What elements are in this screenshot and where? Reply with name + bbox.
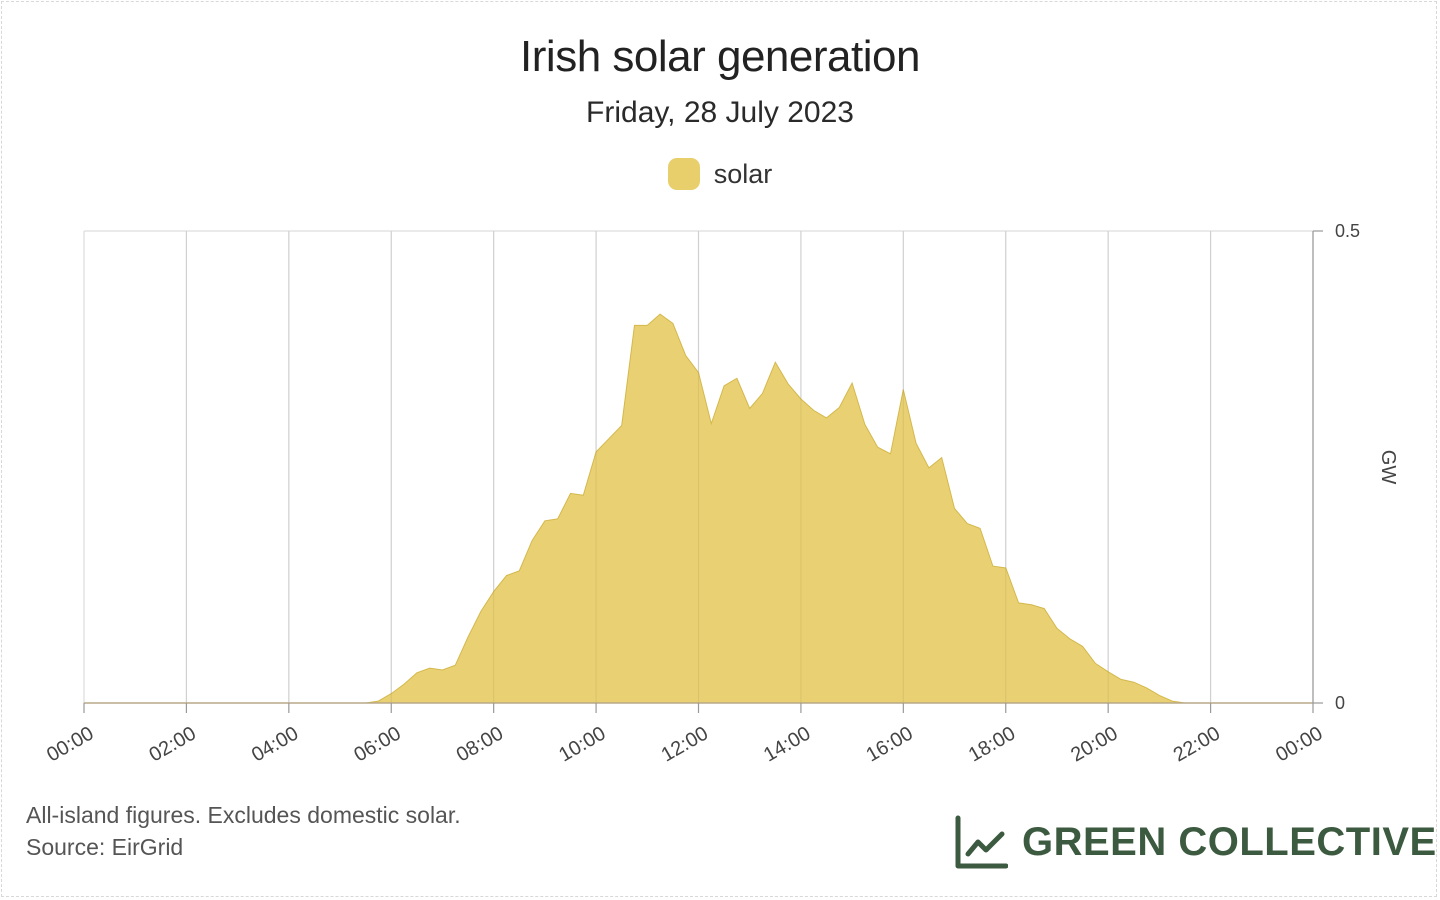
chart-subtitle: Friday, 28 July 2023	[586, 96, 854, 129]
y-tick-label: 0	[1335, 693, 1345, 713]
x-tick-label: 02:00	[146, 722, 200, 766]
legend-swatch-solar	[667, 158, 700, 190]
x-tick-label: 08:00	[453, 722, 507, 766]
line-chart-icon	[955, 815, 1008, 869]
x-tick-label: 14:00	[760, 722, 814, 766]
x-tick-label: 12:00	[658, 722, 712, 766]
x-tick-label: 16:00	[862, 722, 916, 766]
brand-logo: GREEN COLLECTIVE	[952, 812, 1437, 872]
chart-title: Irish solar generation	[520, 32, 920, 81]
y-tick-label: 0.5	[1335, 221, 1360, 241]
x-tick-label: 00:00	[43, 722, 97, 766]
x-tick-label: 04:00	[248, 722, 302, 766]
x-tick-label: 18:00	[965, 722, 1019, 766]
x-tick-label: 22:00	[1170, 722, 1224, 766]
footnote: All-island figures. Excludes domestic so…	[26, 802, 461, 828]
y-axis-label: GW	[1377, 450, 1399, 485]
legend: solar	[0, 156, 1440, 192]
x-tick-label: 00:00	[1272, 722, 1326, 766]
source-note: Source: EirGrid	[26, 834, 184, 860]
brand-name: GREEN COLLECTIVE	[1022, 819, 1437, 864]
x-tick-label: 06:00	[350, 722, 404, 766]
legend-label-solar: solar	[713, 158, 773, 189]
x-tick-label: 20:00	[1067, 722, 1121, 766]
series-area-solar	[84, 313, 1313, 704]
x-tick-label: 10:00	[555, 722, 609, 766]
